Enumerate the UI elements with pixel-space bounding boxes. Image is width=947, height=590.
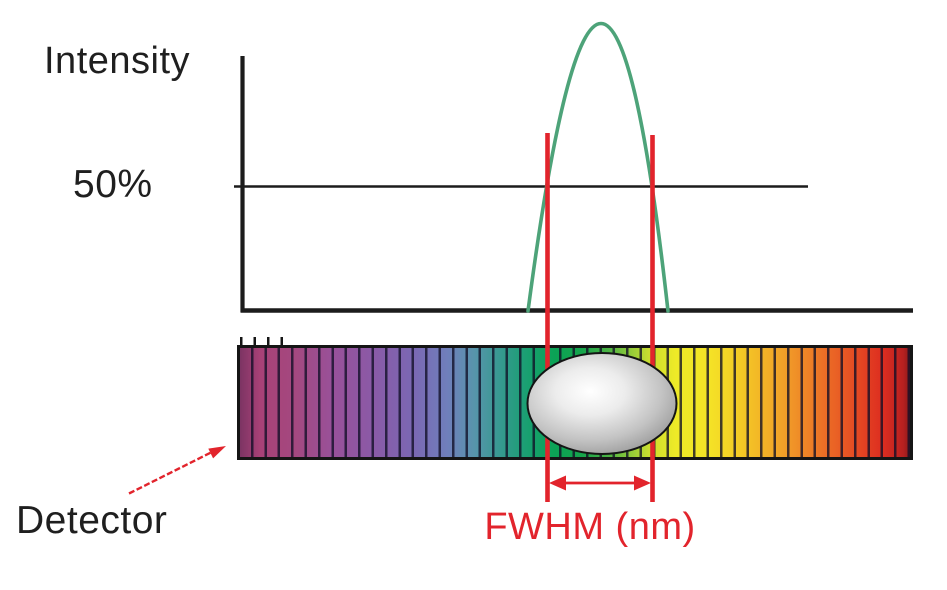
fwhm-label: FWHM (nm): [484, 506, 696, 548]
fwhm-width-arrow: [549, 475, 651, 491]
detector-pointer-arrow: [128, 446, 226, 495]
intensity-axis-label: Intensity: [44, 40, 191, 82]
detector-tick-marks: [240, 337, 290, 346]
detector-label: Detector: [16, 499, 168, 542]
detector-arrow-shaft: [128, 450, 213, 495]
half-max-label: 50%: [73, 163, 153, 206]
fwhm-arrowhead-right-icon: [634, 475, 651, 491]
light-spot-ellipse: [526, 352, 678, 455]
detector-arrowhead-icon: [208, 446, 226, 459]
fwhm-arrowhead-left-icon: [549, 475, 566, 491]
